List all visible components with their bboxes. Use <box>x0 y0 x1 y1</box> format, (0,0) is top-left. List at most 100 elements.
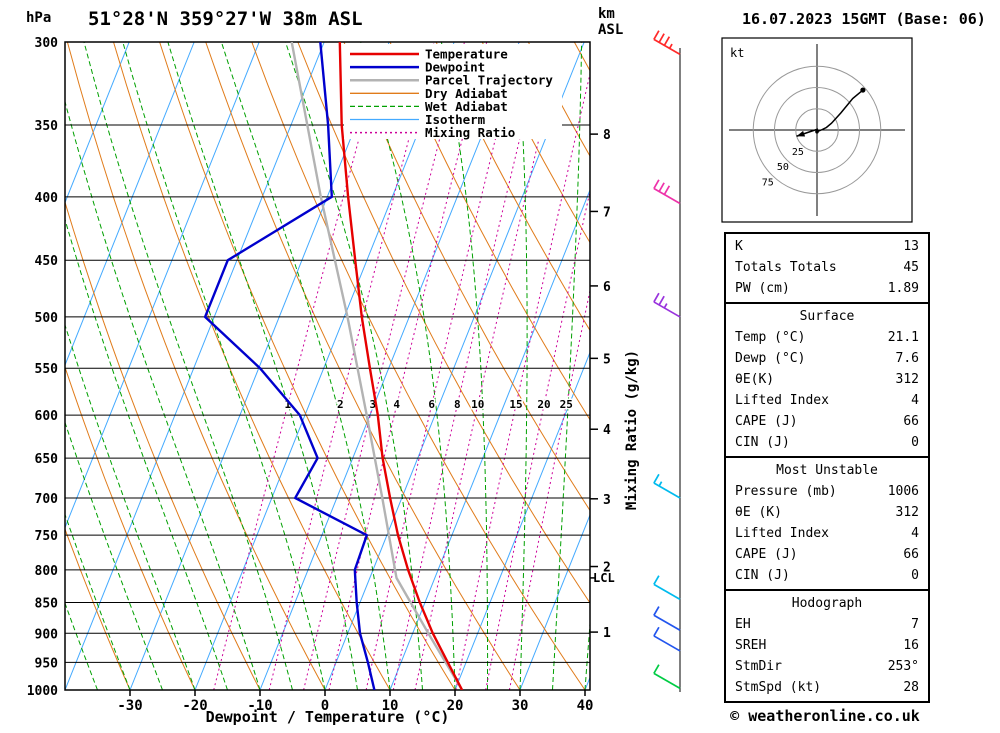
mixing-ratio-labels: 1 2 3 4 6 8 10 15 20 25 <box>283 397 574 413</box>
stat-value: 21.1 <box>887 330 919 345</box>
stats-row: CIN (J) 0 <box>726 432 928 453</box>
stats-row: Totals Totals 45 <box>726 257 928 278</box>
wind-barb <box>653 606 681 632</box>
hodograph-ring <box>795 108 839 152</box>
stat-value: 66 <box>903 547 919 562</box>
pressure-tick-label: 500 <box>35 311 59 326</box>
stats-section: Most Unstable Pressure (mb) 1006 θE (K) 312 L… <box>726 456 928 589</box>
mixing-ratio-axis-label: Mixing Ratio (g/kg) <box>624 349 640 511</box>
stats-section: Surface Temp (°C) 21.1 Dewp (°C) 7.6 θE(K) 312… <box>726 302 928 456</box>
legend-label: Isotherm <box>425 112 486 127</box>
stats-section: Hodograph EH 7 SREH 16 StmDir 253° StmSpd (kt) 2… <box>726 589 928 701</box>
lcl-marker: LCL <box>593 571 615 585</box>
temperature-axis-label: Dewpoint / Temperature (°C) <box>205 708 450 726</box>
stat-value: 0 <box>911 435 919 450</box>
hodograph-ring-label: 50 <box>777 162 789 173</box>
stats-row: K 13 <box>726 236 928 257</box>
stats-row: EH 7 <box>726 614 928 635</box>
hodograph-ring-label: 75 <box>762 177 774 188</box>
stat-label: SREH <box>735 638 767 653</box>
temp-tick-label: 0 <box>321 698 329 714</box>
pressure-tick-label: 600 <box>35 409 59 424</box>
pressure-tick-label: 650 <box>35 452 59 467</box>
mixing-ratio-label: 10 <box>471 398 484 411</box>
km-tick-label: 5 <box>603 352 611 367</box>
temp-tick-label: 40 <box>577 698 594 714</box>
legend-label: Dry Adiabat <box>425 86 508 101</box>
stat-value: 28 <box>903 680 919 695</box>
stats-section-header: Most Unstable <box>776 463 878 478</box>
stat-value: 312 <box>895 372 919 387</box>
stat-value: 13 <box>903 239 919 254</box>
km-tick-label: 6 <box>603 280 611 295</box>
stat-value: 4 <box>911 526 919 541</box>
wind-barb <box>653 473 681 499</box>
temperature-curve <box>338 42 464 690</box>
wind-barb <box>653 292 681 318</box>
valid-datetime: 16.07.2023 15GMT (Base: 06) <box>742 10 986 28</box>
stat-value: 253° <box>887 659 919 674</box>
legend-label: Mixing Ratio <box>425 125 515 140</box>
km-axis-ticks: 1 2 3 4 5 6 7 8 <box>590 128 611 641</box>
stat-label: Pressure (mb) <box>735 484 837 499</box>
wind-barb <box>653 664 681 690</box>
stat-label: CIN (J) <box>735 568 790 583</box>
stat-label: θE (K) <box>735 505 782 520</box>
stat-value: 45 <box>903 260 919 275</box>
mixing-ratio-label: 6 <box>428 398 435 411</box>
wind-barb <box>653 30 681 56</box>
temp-tick-label: 10 <box>382 698 399 714</box>
wind-barb <box>653 575 681 601</box>
stats-row: θE(K) 312 <box>726 369 928 390</box>
km-tick-label: 1 <box>603 626 611 641</box>
stats-row: Temp (°C) 21.1 <box>726 327 928 348</box>
stat-label: CIN (J) <box>735 435 790 450</box>
isotherms <box>65 42 590 690</box>
stats-row: StmDir 253° <box>726 656 928 677</box>
stats-row: Pressure (mb) 1006 <box>726 481 928 502</box>
plot-border <box>64 41 591 691</box>
km-tick-label: 7 <box>603 205 611 220</box>
stat-label: PW (cm) <box>735 281 790 296</box>
stats-section-header: Surface <box>799 309 855 324</box>
mixing-ratio-label: 3 <box>370 398 377 411</box>
hodograph-unit: kt <box>730 46 745 60</box>
dewpoint-curve <box>203 42 376 690</box>
legend-label: Parcel Trajectory <box>425 73 553 88</box>
temp-tick-label: -10 <box>247 698 272 714</box>
parcel-trajectory-curve <box>290 42 464 690</box>
legend-label: Temperature <box>425 47 508 62</box>
pressure-tick-label: 400 <box>35 191 59 206</box>
stat-label: StmDir <box>735 659 782 674</box>
stats-row: Dewp (°C) 7.6 <box>726 348 928 369</box>
stat-label: CAPE (J) <box>735 547 798 562</box>
stats-panel: K 13 Totals Totals 45 PW (cm) 1.89 Surface Temp… <box>724 232 930 703</box>
stats-row: θE (K) 312 <box>726 502 928 523</box>
pressure-tick-label: 550 <box>35 362 59 377</box>
stats-row: CAPE (J) 66 <box>726 411 928 432</box>
hodograph-ring <box>774 87 860 173</box>
stat-value: 312 <box>895 505 919 520</box>
stat-value: 1.89 <box>887 281 919 296</box>
km-tick-label: 4 <box>603 423 611 438</box>
stat-label: K <box>735 239 743 254</box>
stat-label: Dewp (°C) <box>735 351 806 366</box>
stats-row: SREH 16 <box>726 635 928 656</box>
wind-barb <box>653 179 681 205</box>
stat-label: EH <box>735 617 751 632</box>
mixing-ratio-label: 15 <box>509 398 522 411</box>
mixing-ratio-label: 4 <box>393 398 400 411</box>
pressure-tick-label: 700 <box>35 492 59 507</box>
stat-label: θE(K) <box>735 372 775 387</box>
stat-label: Lifted Index <box>735 526 829 541</box>
temp-tick-label: -30 <box>117 698 142 714</box>
stat-value: 0 <box>911 568 919 583</box>
pressure-tick-label: 300 <box>35 36 59 51</box>
temp-tick-label: -20 <box>182 698 207 714</box>
km-axis-unit: km <box>598 6 615 22</box>
copyright[interactable]: © weatheronline.co.uk <box>730 707 920 725</box>
pressure-tick-label: 800 <box>35 564 59 579</box>
km-tick-label: 8 <box>603 128 611 143</box>
mixing-ratio-label: 20 <box>537 398 550 411</box>
